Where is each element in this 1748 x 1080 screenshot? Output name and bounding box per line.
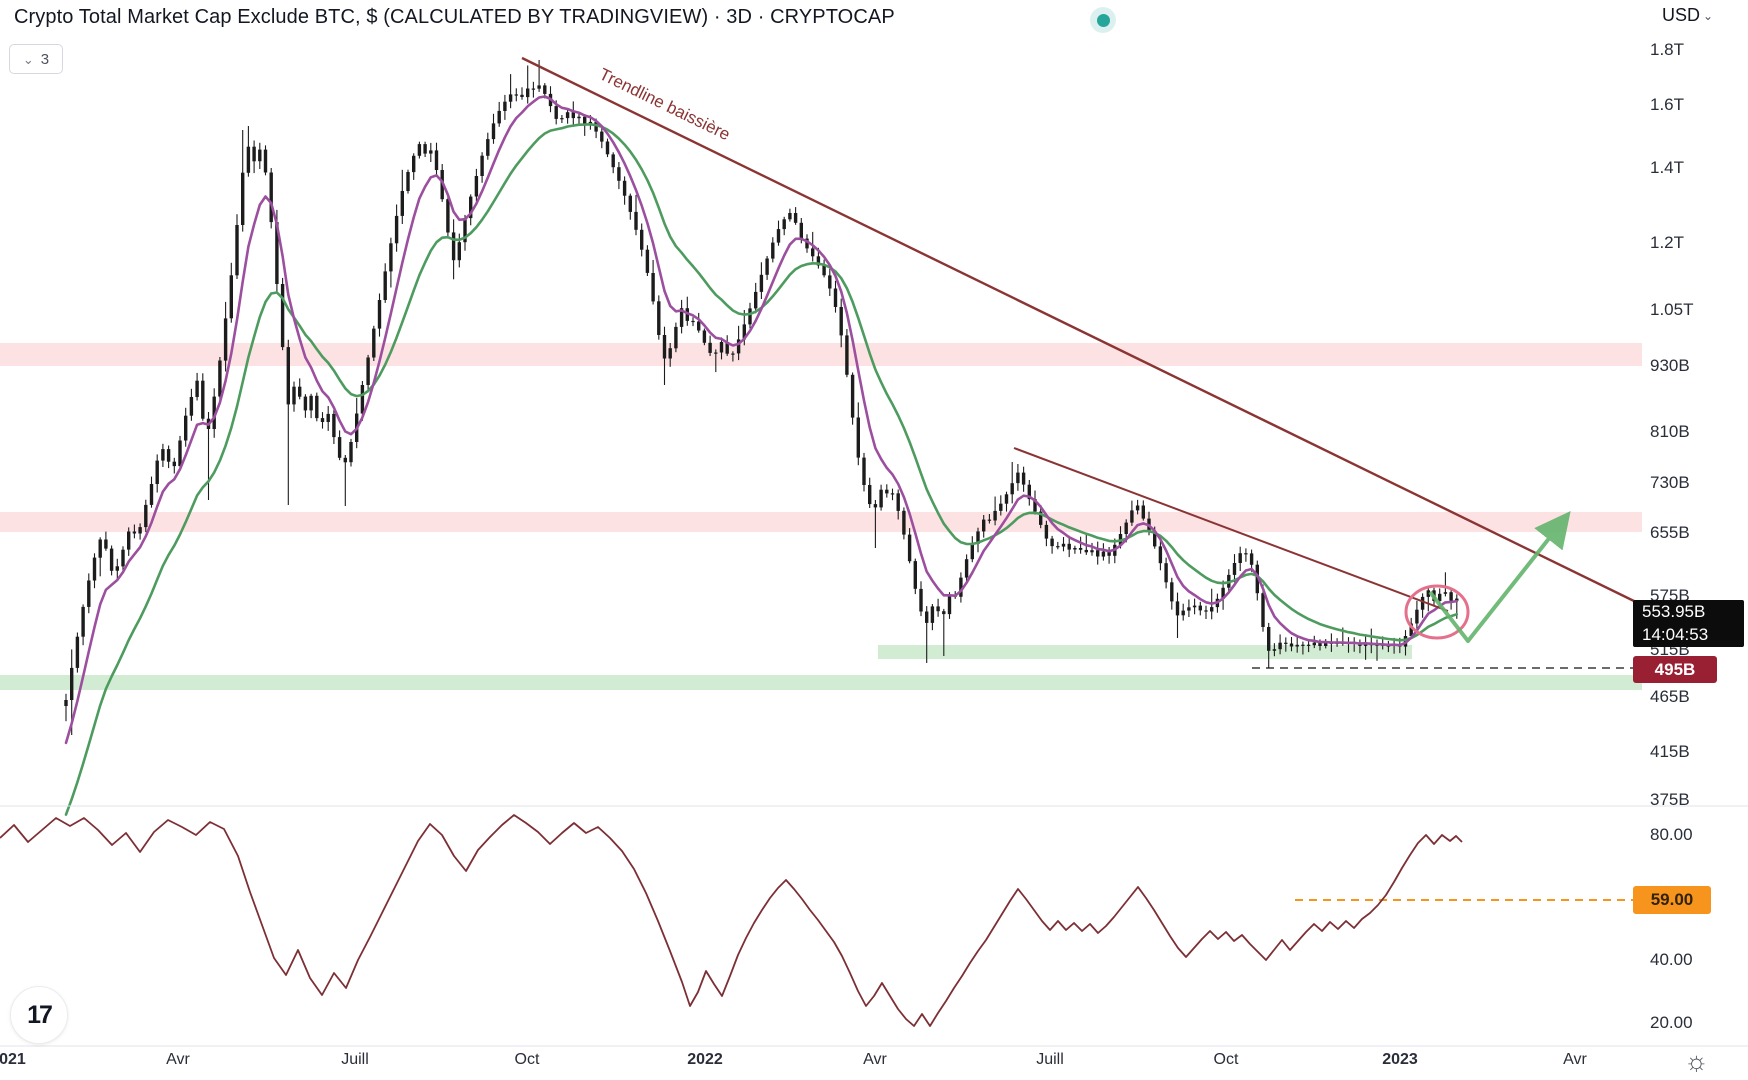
trendline-baissiere-main[interactable] xyxy=(521,56,1637,604)
indicators-collapse-button[interactable]: ⌄ 3 xyxy=(9,44,63,74)
time-tick: Avr xyxy=(863,1051,887,1068)
price-tick: 375B xyxy=(1650,790,1690,809)
price-tick: 40.00 xyxy=(1650,950,1693,969)
time-tick: Avr xyxy=(1563,1051,1587,1068)
price-tick: 810B xyxy=(1650,422,1690,441)
rsi-line xyxy=(0,814,1463,1027)
indicators-count: 3 xyxy=(40,50,50,68)
projection-arrow[interactable] xyxy=(1428,511,1571,643)
price-tick: 415B xyxy=(1650,742,1690,761)
price-tick: 80.00 xyxy=(1650,825,1693,844)
market-status-icon[interactable] xyxy=(1090,7,1116,33)
slow-ema-line xyxy=(64,123,1459,816)
price-tick: 730B xyxy=(1650,473,1690,492)
price-tick: 1.6T xyxy=(1650,95,1685,114)
candlestick-series xyxy=(64,60,1459,735)
price-tick: 1.2T xyxy=(1650,233,1685,252)
rsi-level-59-badge: 59.00 xyxy=(1633,886,1711,914)
supply-zone xyxy=(0,343,1642,366)
price-tick: 655B xyxy=(1650,523,1690,542)
price-tick: 1.8T xyxy=(1650,40,1685,59)
currency-label: USD xyxy=(1662,5,1701,25)
last-price-value: 553.95B xyxy=(1642,602,1706,621)
breakout-circle[interactable] xyxy=(1404,584,1470,640)
price-tick: 465B xyxy=(1650,687,1690,706)
time-tick: Oct xyxy=(1213,1051,1239,1068)
price-tick: 1.4T xyxy=(1650,158,1685,177)
currency-selector[interactable]: USD ⌄ xyxy=(1662,5,1713,26)
tradingview-logo[interactable]: 17 xyxy=(10,986,68,1044)
chevron-down-icon: ⌄ xyxy=(22,51,34,67)
last-price-label: 553.95B 14:04:53 xyxy=(1633,600,1744,647)
time-tick: 2022 xyxy=(687,1051,723,1068)
trendline-secondary[interactable] xyxy=(1013,447,1449,612)
demand-zone xyxy=(0,675,1642,690)
level-495-badge: 495B xyxy=(1633,656,1717,683)
time-tick: Juill xyxy=(341,1051,369,1068)
price-tick: 20.00 xyxy=(1650,1013,1693,1032)
time-tick: Juill xyxy=(1036,1051,1064,1068)
chart-title: Crypto Total Market Cap Exclude BTC, $ (… xyxy=(14,6,895,28)
time-tick: Avr xyxy=(166,1051,190,1068)
last-price-countdown: 14:04:53 xyxy=(1642,625,1709,644)
settings-icon[interactable]: ☼ xyxy=(1684,1046,1709,1076)
fast-ema-line xyxy=(64,95,1459,745)
time-tick: Oct xyxy=(514,1051,540,1068)
time-tick: 2023 xyxy=(1382,1051,1418,1068)
supply-zone xyxy=(0,512,1642,532)
price-tick: 930B xyxy=(1650,356,1690,375)
chevron-down-icon: ⌄ xyxy=(1703,8,1714,23)
time-tick: 2021 xyxy=(0,1051,26,1068)
price-tick: 1.05T xyxy=(1650,300,1694,319)
